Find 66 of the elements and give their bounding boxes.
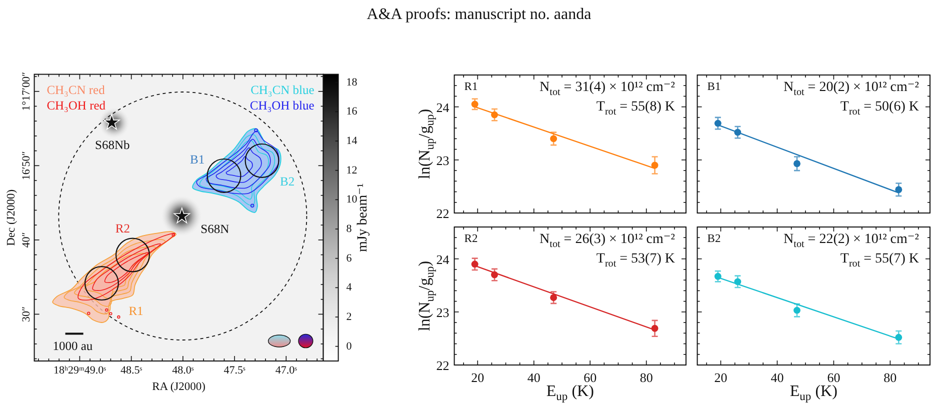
point: [471, 100, 478, 108]
point: [794, 306, 800, 314]
y-tick-label: 24: [436, 251, 450, 266]
x-axis-title: E$_{up}$ (K): [546, 382, 594, 403]
annotation: N$_{tot}$ = 22(2) × 10¹² cm⁻²: [784, 232, 919, 250]
x-tick-label: 18ʰ29ᵐ49.0ˢ: [53, 364, 107, 376]
y-tick-label: 1°17′00″: [20, 72, 32, 111]
color-bar-label: 14: [346, 135, 358, 148]
y-tick-label: 40″: [20, 232, 32, 248]
color-bar-label: 18: [346, 76, 358, 88]
text: A&A proofs: manuscript no. aanda: [366, 6, 592, 22]
color-bar-label: 12: [346, 164, 358, 176]
color-bar-label: 2: [346, 311, 352, 324]
annotation: 1000 au: [52, 339, 94, 353]
annotation: R1: [128, 304, 144, 318]
color-bar-label: 6: [346, 252, 352, 264]
x-tick-label: 80: [884, 370, 897, 384]
y-tick-label: 23: [436, 304, 450, 320]
annotation: CH₃OH red: [46, 98, 106, 113]
x-axis-title: RA (J2000): [152, 381, 206, 393]
annotation: B2: [707, 233, 721, 245]
y-tick-label: 24: [436, 99, 450, 114]
x-tick-label: 47.0ˢ: [275, 364, 298, 376]
annotation: T$_{rot}$ = 53(7) K: [596, 251, 675, 270]
point: [550, 294, 558, 302]
y-tick-label: 30″: [20, 306, 32, 322]
x-tick-label: 60: [827, 370, 840, 384]
point: [550, 135, 558, 142]
annotation: CH₃CN blue: [250, 83, 315, 97]
annotation: R1: [464, 81, 478, 93]
color-bar-label: 0: [346, 340, 352, 352]
annotation: S68Nb: [95, 138, 130, 152]
y-tick-label: 16′50″: [20, 151, 32, 180]
annotation: T$_{rot}$ = 50(6) K: [840, 99, 919, 118]
x-tick-label: 48.0ˢ: [172, 364, 194, 376]
x-tick-label: 80: [640, 370, 653, 384]
x-tick-label: 48.5ˢ: [120, 364, 143, 376]
annotation: T$_{rot}$ = 55(8) K: [596, 99, 675, 118]
annotation: S68N: [200, 222, 230, 236]
x-tick-label: 40: [770, 370, 784, 384]
y-tick-label: 23: [436, 152, 450, 168]
x-tick-label: 40: [527, 370, 540, 384]
annotation: B1: [707, 81, 721, 93]
y-axis-title: Dec (J2000): [6, 189, 18, 246]
y-tick-label: 22: [436, 206, 450, 220]
annotation: R2: [115, 221, 130, 236]
point: [794, 160, 800, 168]
annotation: CH₃OH blue: [250, 98, 315, 113]
color-bar-label: 4: [346, 282, 352, 294]
color-bar-label: 10: [346, 194, 358, 206]
annotation: CH₃CN red: [46, 83, 106, 97]
annotation: N$_{tot}$ = 26(3) × 10¹² cm⁻²: [540, 232, 675, 250]
color-bar-label: 8: [346, 223, 352, 236]
x-axis-title: E$_{up}$ (K): [790, 382, 838, 403]
x-tick-label: 20: [471, 370, 484, 384]
annotation: N$_{tot}$ = 31(4) × 10¹² cm⁻²: [540, 80, 675, 98]
annotation: R2: [464, 233, 478, 245]
color-bar-label: 16: [346, 106, 358, 118]
annotation: B1: [190, 152, 205, 166]
annotation: B2: [280, 174, 295, 189]
annotation: T$_{rot}$ = 55(7) K: [840, 251, 919, 270]
x-tick-label: 47.5ˢ: [224, 364, 246, 376]
x-tick-label: 20: [714, 370, 728, 384]
y-tick-label: 22: [436, 358, 450, 372]
annotation: N$_{tot}$ = 20(2) × 10¹² cm⁻²: [784, 80, 919, 98]
x-tick-label: 60: [584, 370, 597, 384]
